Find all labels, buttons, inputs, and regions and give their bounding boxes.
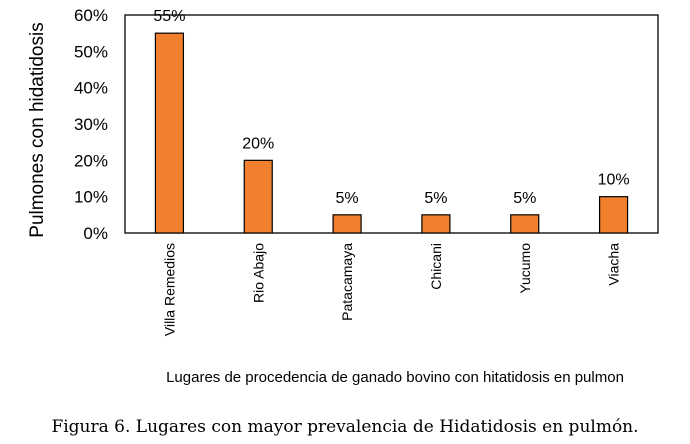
x-tick-label: Rio Abajo xyxy=(250,243,266,303)
x-axis-label: Lugares de procedencia de ganado bovino … xyxy=(166,369,624,386)
bar xyxy=(510,214,540,234)
data-label: 55% xyxy=(153,8,185,25)
bar xyxy=(154,32,185,234)
data-label: 20% xyxy=(242,135,274,152)
y-tick-label: 30% xyxy=(74,115,108,134)
x-tick-label: Viacha xyxy=(606,243,622,286)
x-tick-label: Villa Remedios xyxy=(161,243,177,336)
bar xyxy=(243,159,273,234)
y-tick-label: 60% xyxy=(74,6,108,25)
y-tick-label: 20% xyxy=(74,151,108,170)
x-tick-label: Yucumo xyxy=(517,243,533,294)
y-tick-label: 10% xyxy=(74,188,108,207)
data-label: 5% xyxy=(424,190,447,207)
data-label: 5% xyxy=(513,190,536,207)
y-tick-label: 0% xyxy=(83,224,108,243)
x-tick-label: Chicani xyxy=(428,243,444,290)
data-label: 10% xyxy=(598,172,630,189)
figure-caption: Figura 6. Lugares con mayor prevalencia … xyxy=(51,417,639,437)
y-tick-label: 50% xyxy=(74,42,108,61)
y-axis-label: Pulmones con hidatidosis xyxy=(27,22,48,237)
bar xyxy=(332,214,362,234)
data-label: 5% xyxy=(336,190,359,207)
x-tick-label: Patacamaya xyxy=(339,243,355,321)
bar xyxy=(598,196,629,234)
bar xyxy=(421,214,451,234)
plot-area xyxy=(124,14,659,234)
y-tick-label: 40% xyxy=(74,79,108,98)
